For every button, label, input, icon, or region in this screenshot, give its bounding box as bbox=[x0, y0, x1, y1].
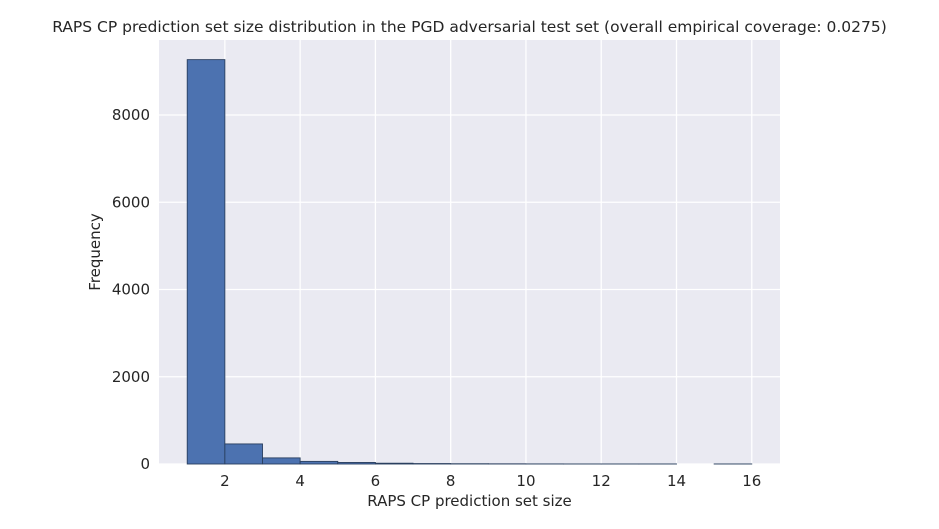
y-axis-ticks: 0 2000 4000 6000 8000 bbox=[112, 106, 150, 473]
x-tick-label: 16 bbox=[742, 472, 761, 490]
histogram-bars bbox=[186, 59, 753, 465]
x-axis-label: RAPS CP prediction set size bbox=[367, 492, 572, 510]
y-tick-label: 4000 bbox=[112, 281, 150, 299]
y-tick-label: 0 bbox=[140, 455, 150, 473]
histogram-bar bbox=[337, 462, 376, 465]
plot-area-background bbox=[159, 40, 780, 464]
x-tick-label: 8 bbox=[446, 472, 456, 490]
x-tick-label: 2 bbox=[220, 472, 230, 490]
histogram-bar bbox=[299, 460, 339, 465]
y-tick-label: 2000 bbox=[112, 368, 150, 386]
y-tick-label: 8000 bbox=[112, 106, 150, 124]
y-axis-label: Frequency bbox=[86, 213, 104, 291]
chart-title: RAPS CP prediction set size distribution… bbox=[52, 18, 887, 36]
x-tick-label: 6 bbox=[371, 472, 381, 490]
histogram-bar bbox=[224, 443, 263, 465]
x-axis-ticks: 2 4 6 8 10 12 14 16 bbox=[220, 472, 761, 490]
x-tick-label: 4 bbox=[295, 472, 305, 490]
histogram-bar bbox=[262, 457, 301, 465]
x-tick-label: 12 bbox=[592, 472, 611, 490]
y-tick-label: 6000 bbox=[112, 193, 150, 211]
histogram-bar bbox=[186, 59, 226, 465]
histogram-bar bbox=[374, 462, 414, 465]
x-tick-label: 14 bbox=[667, 472, 686, 490]
x-tick-label: 10 bbox=[516, 472, 535, 490]
